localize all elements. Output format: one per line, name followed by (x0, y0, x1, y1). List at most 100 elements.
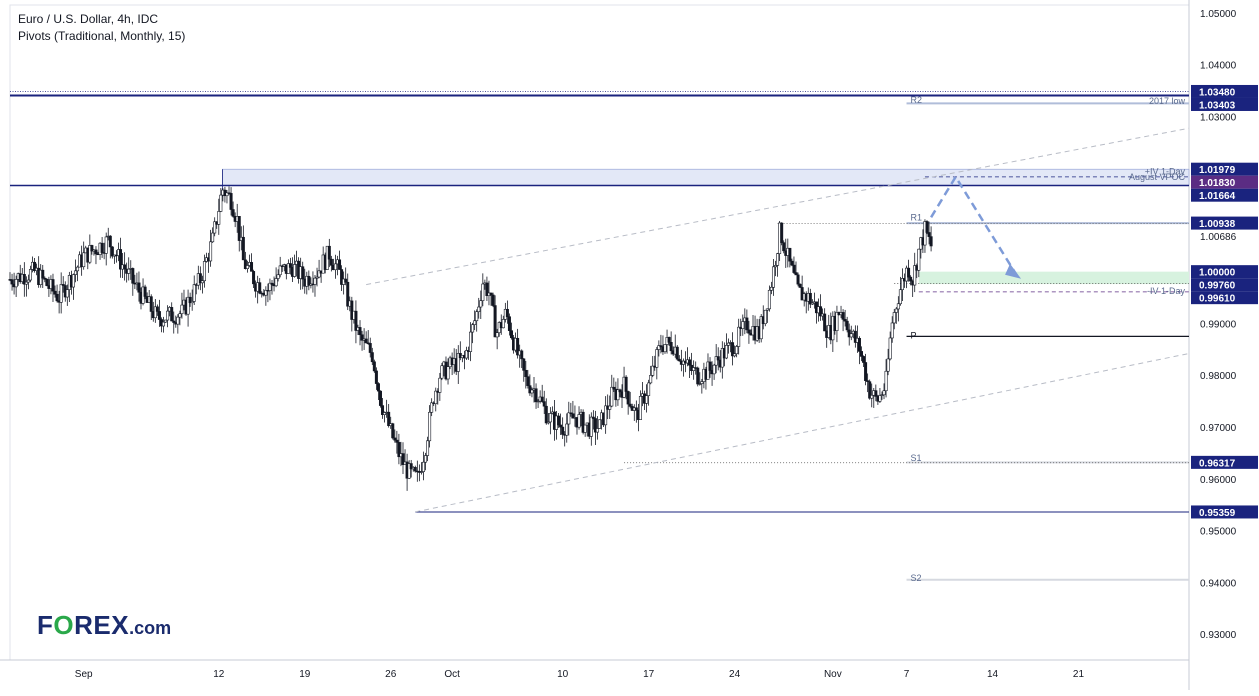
chart-title: Euro / U.S. Dollar, 4h, IDC (18, 12, 159, 26)
candle-body (898, 289, 902, 305)
candle-body (198, 273, 202, 284)
candle-body (884, 370, 888, 392)
candle-body (862, 356, 866, 363)
candle-body (188, 296, 192, 304)
candle-body (464, 350, 468, 359)
x-tick-label: 14 (987, 669, 999, 680)
candle-body (669, 342, 673, 352)
candle-body (577, 414, 581, 428)
candle-body (624, 376, 628, 392)
candle-body (886, 358, 890, 372)
candle-body (792, 264, 796, 273)
candle-body (591, 416, 595, 419)
candle-body (59, 284, 63, 303)
candle-body (61, 284, 65, 286)
candle-body (479, 300, 483, 308)
candle-body (647, 382, 651, 396)
candle-body (53, 290, 57, 295)
candle-body (243, 259, 247, 269)
candle-body (268, 282, 272, 291)
candle-body (655, 349, 659, 368)
candle-body (726, 342, 730, 346)
candle-body (526, 376, 530, 386)
candle-body (276, 274, 280, 279)
price-label-box (1191, 84, 1258, 98)
x-tick-label: 26 (385, 669, 397, 680)
candle-body (657, 345, 661, 350)
candle-body (505, 308, 509, 318)
candle-body (823, 313, 827, 332)
candle-body (383, 412, 387, 415)
candle-body (659, 345, 663, 348)
candle-body (94, 249, 98, 255)
candle-body (769, 286, 773, 291)
candle-body (374, 370, 378, 384)
candle-body (264, 289, 268, 296)
candle-body (55, 293, 59, 302)
candle-body (123, 264, 127, 270)
candle-body (88, 245, 92, 263)
candle-body (507, 316, 511, 331)
price-label-box (1191, 188, 1258, 202)
candle-body (381, 405, 385, 415)
candle-body (608, 405, 612, 410)
candle-body (100, 242, 104, 253)
candle-body (626, 391, 630, 405)
y-tick-label: 0.95000 (1200, 527, 1237, 538)
price-label-text: 1.03403 (1199, 100, 1236, 111)
candle-body (315, 276, 319, 279)
candle-body (82, 252, 86, 268)
candle-body (71, 274, 75, 288)
candle-body (127, 268, 131, 274)
candle-body (119, 249, 123, 270)
price-label-box (1191, 97, 1258, 111)
plot-frame (9, 4, 1190, 661)
support-zone (918, 271, 1189, 285)
candle-body (76, 266, 80, 272)
candle-body (843, 319, 847, 322)
candle-body (794, 272, 798, 276)
candle-body (200, 280, 204, 284)
candle-body (735, 346, 739, 355)
x-tick-label: Sep (75, 669, 93, 680)
candle-body (43, 277, 47, 280)
candle-body (481, 283, 485, 301)
candle-body (231, 209, 235, 217)
chart-annotation: S1 (911, 453, 922, 463)
candle-body (143, 286, 147, 297)
candle-body (157, 311, 161, 320)
candle-body (430, 402, 434, 413)
candle-body (628, 403, 632, 407)
candle-body (696, 367, 700, 385)
pivots-indicator-label: Pivots (Traditional, Monthly, 15) (18, 29, 186, 43)
candle-body (350, 300, 354, 320)
candle-body (217, 211, 221, 225)
candle-body (714, 356, 718, 366)
price-label-text: 1.00000 (1199, 268, 1236, 279)
candle-body (286, 263, 290, 274)
candle-body (788, 247, 792, 262)
candle-body (733, 353, 737, 357)
candle-body (616, 389, 620, 401)
candle-body (378, 390, 382, 406)
candle-body (370, 352, 374, 363)
logo-part: REX (74, 610, 130, 640)
candle-body (634, 407, 638, 411)
candle-body (501, 319, 505, 329)
candle-body (440, 365, 444, 379)
candle-body (782, 242, 786, 252)
price-label-text: 1.01979 (1199, 165, 1236, 176)
candle-body (890, 322, 894, 339)
candle-body (434, 390, 438, 405)
candle-body (477, 306, 481, 313)
price-label-box (1191, 175, 1258, 189)
candle-body (747, 329, 751, 334)
candle-body (565, 423, 569, 436)
candle-body (548, 413, 552, 423)
candle-body (149, 296, 153, 312)
candle-body (14, 279, 18, 288)
candle-body (360, 334, 364, 341)
chart-annotation: S2 (911, 573, 922, 583)
